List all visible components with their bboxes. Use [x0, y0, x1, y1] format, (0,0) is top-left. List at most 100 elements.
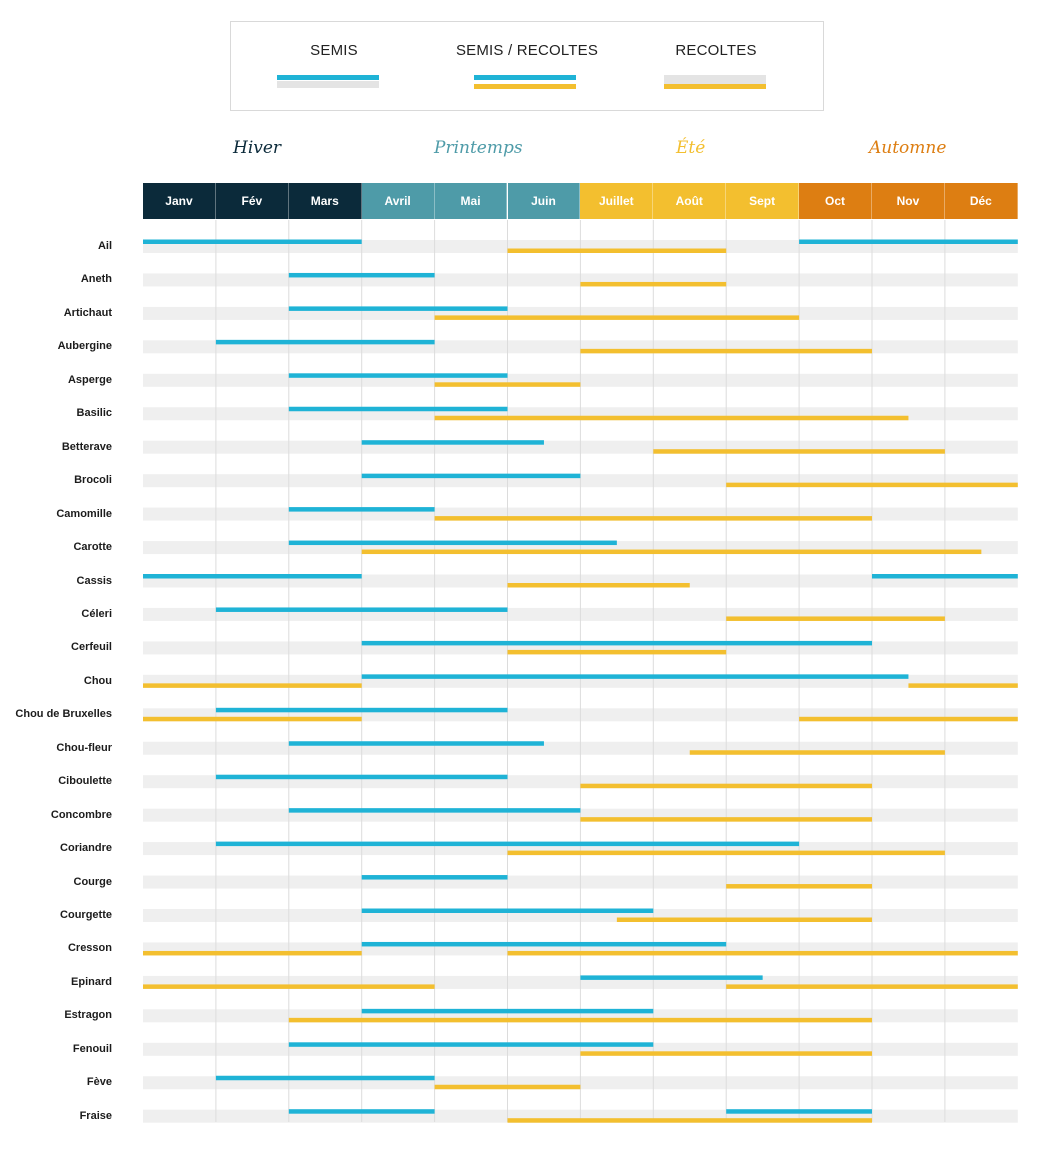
plant-label: Courgette [60, 909, 112, 921]
plant-label: Cassis [76, 574, 112, 587]
semis-bar [215, 841, 800, 847]
semis-bar [215, 707, 508, 713]
recoltes-bar [653, 449, 945, 454]
recoltes-bar [507, 850, 945, 856]
semis-bar [361, 875, 508, 880]
semis-bar [143, 574, 362, 579]
month-header-11: Nov [872, 183, 945, 219]
legend-item-recoltes: RECOLTES [636, 22, 796, 89]
recoltes-bar [434, 1084, 581, 1090]
plant-label: Chou-fleur [56, 741, 112, 754]
plant-label: Fraise [79, 1109, 112, 1122]
legend-label-recoltes: RECOLTES [675, 42, 757, 59]
recoltes-bar [143, 950, 362, 956]
recoltes-bar [143, 683, 362, 688]
plant-label: Ail [97, 240, 112, 252]
plant-label: Fève [86, 1076, 112, 1089]
recoltes-bar [580, 281, 727, 287]
month-header-6: Juin [507, 183, 581, 219]
plant-label: Céleri [81, 607, 112, 620]
semis-bar [215, 339, 435, 345]
semis-bar [288, 406, 508, 412]
season-printemps: Printemps [434, 138, 523, 158]
recoltes-bar [434, 315, 800, 320]
legend-swatch-both-yellow [474, 84, 576, 89]
legend-swatch-semis-blue [277, 75, 379, 80]
semis-bar [361, 1008, 654, 1014]
recoltes-bar [507, 1118, 872, 1123]
plant-label: Estragon [64, 1009, 112, 1022]
plant-label: Chou [83, 674, 112, 687]
semis-bar [799, 239, 1018, 244]
month-header-4: Avril [361, 183, 435, 219]
recoltes-bar [507, 248, 727, 253]
semis-bar [288, 373, 508, 378]
recoltes-bar [434, 415, 909, 421]
plant-label: Ciboulette [58, 775, 112, 788]
recoltes-bar [507, 649, 727, 655]
semis-bar [361, 473, 581, 479]
legend-item-semis-recoltes: SEMIS / RECOLTES [447, 22, 607, 89]
semis-bar [215, 774, 508, 780]
month-header-2: Fév [215, 183, 289, 219]
recoltes-bar [726, 984, 1018, 989]
recoltes-bar [288, 1017, 872, 1023]
legend: SEMIS SEMIS / RECOLTES RECOLTES [230, 21, 824, 111]
semis-bar [580, 975, 763, 980]
semis-bar [215, 607, 508, 612]
plant-label: Basilic [76, 407, 112, 420]
semis-bar [361, 440, 544, 445]
semis-bar [288, 808, 581, 813]
semis-bar [288, 1109, 435, 1114]
semis-bar [288, 272, 435, 278]
plant-label: Chou de Bruxelles [15, 708, 112, 721]
recoltes-bar [507, 583, 690, 588]
legend-swatch-recoltes-yellow [664, 84, 766, 89]
semis-bar [361, 640, 872, 646]
recoltes-bar [726, 616, 945, 621]
plant-label: Cerfeuil [71, 641, 112, 654]
recoltes-bar [726, 482, 1018, 488]
legend-swatch-semis-grey [277, 81, 379, 88]
recoltes-bar [580, 1051, 872, 1056]
plant-label: Aubergine [57, 340, 112, 353]
recoltes-bar [143, 716, 362, 722]
recoltes-bar [361, 549, 982, 555]
legend-swatch-recoltes-grey [664, 75, 766, 84]
month-header-1: Janv [143, 183, 216, 219]
season-ete: Été [676, 138, 706, 158]
recoltes-bar [580, 783, 872, 789]
recoltes-bar [143, 984, 435, 989]
legend-label-semis: SEMIS [310, 42, 358, 59]
month-header-10: Oct [799, 183, 872, 219]
plant-label: Artichaut [63, 306, 112, 319]
legend-label-semis-recoltes: SEMIS / RECOLTES [455, 42, 599, 59]
semis-bar [143, 239, 362, 244]
semis-bar [288, 306, 508, 311]
semis-bar [288, 1042, 654, 1047]
recoltes-bar [580, 348, 872, 354]
plant-label: Courge [73, 875, 113, 888]
recoltes-bar [580, 817, 872, 822]
plant-label: Concombre [50, 808, 112, 821]
plant-label: Camomille [56, 507, 112, 520]
month-header-12: Déc [944, 183, 1018, 219]
plant-label: Brocoli [74, 474, 112, 487]
plant-label: Epinard [71, 975, 112, 988]
semis-bar [215, 1075, 435, 1081]
month-header-8: Août [653, 183, 727, 219]
month-header-3: Mars [288, 183, 362, 219]
plant-label: Carotte [73, 541, 112, 554]
recoltes-bar [616, 917, 872, 922]
recoltes-bar [434, 516, 872, 521]
season-automne: Automne [869, 138, 947, 158]
plant-label: Cresson [67, 942, 112, 955]
semis-bar [361, 941, 727, 947]
semis-bar [288, 540, 617, 546]
semis-bar [288, 507, 435, 512]
semis-bar [872, 574, 1018, 579]
season-hiver: Hiver [233, 138, 282, 158]
recoltes-bar [689, 750, 945, 755]
month-header-9: Sept [726, 183, 800, 219]
